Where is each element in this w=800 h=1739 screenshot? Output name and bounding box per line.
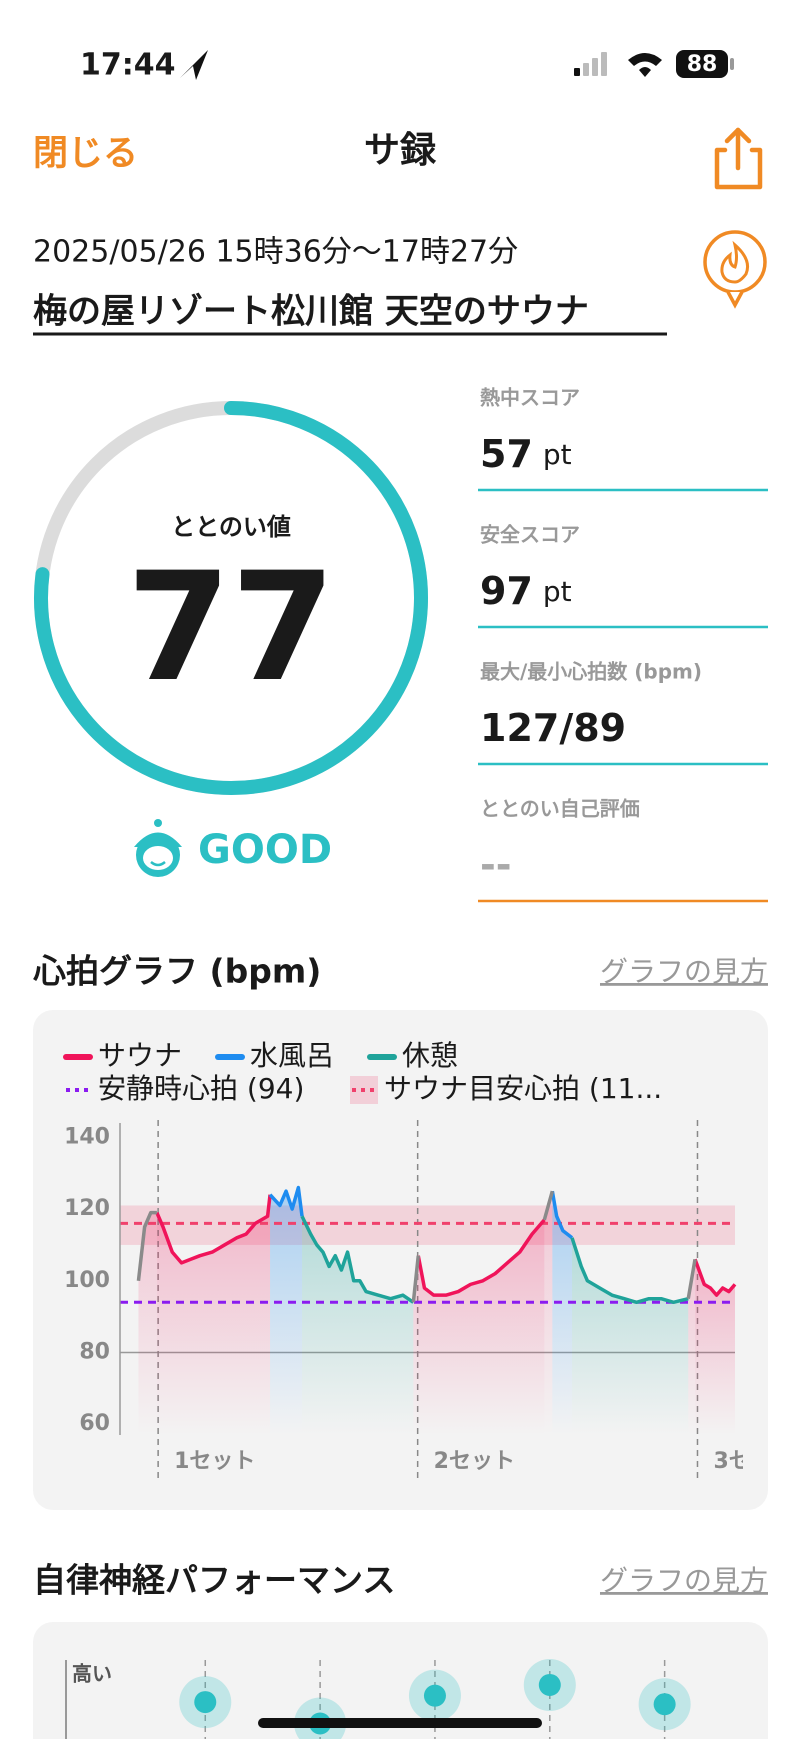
series-area: [418, 1219, 545, 1435]
legend-label: サウナ目安心拍 (11...: [384, 1072, 662, 1105]
score-value-line: 97 pt: [480, 569, 572, 613]
y-tick-label: 140: [64, 1124, 110, 1149]
gauge-value: 77: [127, 541, 336, 715]
help-link[interactable]: グラフの見方: [600, 1564, 768, 1597]
location-icon: [180, 50, 208, 80]
home-indicator: [258, 1718, 542, 1728]
score-label: 最大/最小心拍数 (bpm): [480, 660, 702, 684]
series-line: [268, 1185, 574, 1240]
series-area: [302, 1216, 414, 1435]
battery-level: 88: [687, 52, 718, 77]
battery-icon: [676, 50, 728, 78]
close-button[interactable]: 閉じる: [33, 134, 138, 174]
session-datetime: 2025/05/26 15時36分〜17時27分: [33, 235, 518, 270]
score-label: 熱中スコア: [480, 386, 580, 410]
page-title: サ録: [364, 130, 437, 171]
help-link[interactable]: グラフの見方: [600, 955, 768, 988]
section-title: 心拍グラフ (bpm): [33, 952, 321, 991]
score-unit: pt: [543, 575, 572, 608]
dot: [423, 1684, 446, 1707]
set-label: 1セット: [174, 1449, 255, 1474]
battery-tip: [730, 58, 734, 70]
y-axis-label: 高い: [72, 1662, 112, 1686]
dot: [653, 1693, 676, 1716]
score-value: 57: [480, 432, 533, 476]
score-value-line: 57 pt: [480, 432, 572, 476]
chart-card: [33, 1622, 768, 1739]
y-tick-label: 60: [79, 1411, 110, 1436]
sauna-post-button[interactable]: [703, 230, 767, 309]
score-value: 127/89: [480, 706, 626, 750]
y-tick-label: 120: [64, 1196, 110, 1221]
score-value: --: [480, 843, 512, 887]
series-area: [572, 1237, 689, 1435]
wifi-icon: [628, 53, 662, 77]
set-label: 2セット: [434, 1449, 515, 1474]
series-line: [300, 1215, 689, 1305]
series-area: [270, 1187, 303, 1435]
dot: [194, 1691, 217, 1714]
dot: [538, 1673, 561, 1696]
plot-area: 1セット 2セット 3セット: [120, 1120, 794, 1480]
legend-label: 水風呂: [250, 1039, 334, 1072]
series-area: [552, 1191, 573, 1435]
y-tick-label: 100: [64, 1268, 110, 1293]
score-value: 97: [480, 569, 533, 613]
venue-name[interactable]: 梅の屋リゾート松川館 天空のサウナ: [33, 292, 589, 332]
rating-icon: [134, 819, 182, 877]
series-line: [136, 1190, 697, 1303]
share-button[interactable]: [714, 127, 763, 190]
score-label: ととのい自己評価: [480, 797, 640, 821]
series-line: [155, 1194, 737, 1297]
series-area: [544, 1191, 553, 1435]
series-area: [688, 1259, 696, 1435]
section-title: 自律神経パフォーマンス: [33, 1561, 395, 1600]
gauge-label: ととのい値: [171, 513, 291, 541]
score-label: 安全スコア: [480, 523, 580, 547]
legend-label: 安静時心拍 (94): [98, 1072, 304, 1105]
series-area: [156, 1194, 271, 1435]
signal-icon: [574, 52, 607, 76]
gauge-arc: [34, 401, 428, 795]
y-tick-label: 80: [79, 1340, 110, 1365]
status-time: 17:44: [80, 48, 176, 83]
series-area: [138, 1212, 157, 1435]
score-value-line: 127/89: [480, 706, 626, 750]
set-label: 3セット: [713, 1449, 794, 1474]
score-unit: pt: [543, 438, 572, 471]
legend-label: 休憩: [402, 1039, 458, 1072]
score-value-line: --: [480, 843, 512, 887]
target-band: [120, 1205, 735, 1245]
rating-text: GOOD: [198, 827, 332, 873]
legend-label: サウナ: [98, 1039, 182, 1072]
